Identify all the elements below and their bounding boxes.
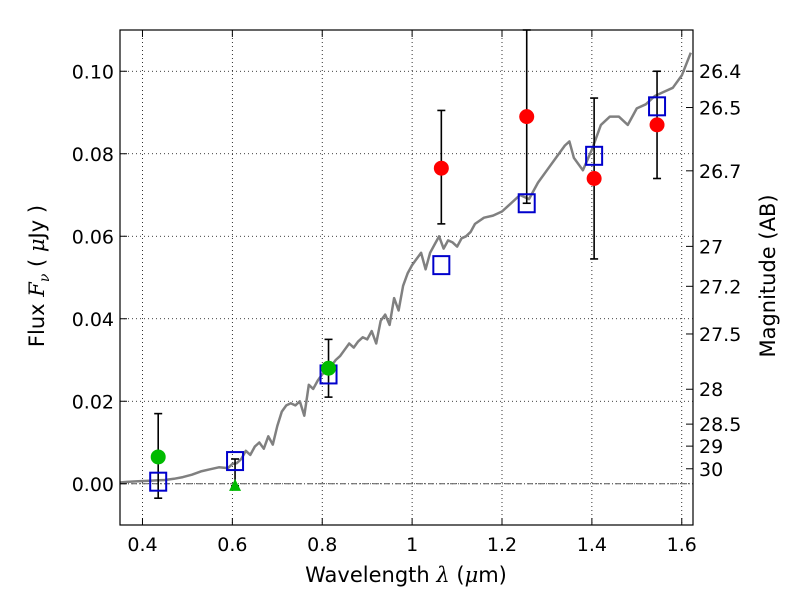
mag-tick-label: 29 — [699, 436, 723, 458]
y-tick-label: 0.08 — [72, 144, 114, 166]
model-spectrum-layer — [119, 52, 692, 484]
axes-frame-layer — [119, 29, 694, 526]
x-tick-label: 1.6 — [667, 534, 697, 556]
error-bar-layer — [154, 29, 662, 499]
observed-flux-point — [649, 117, 665, 133]
mag-tick-label: 26.4 — [699, 61, 741, 83]
model-photometry-point — [517, 193, 536, 214]
y-tick-label: 0.02 — [72, 391, 114, 413]
y-tick-label: 0.04 — [72, 309, 114, 331]
right-axis-label: Magnitude (AB) — [756, 194, 780, 357]
mag-tick-label: 26.7 — [699, 161, 741, 183]
x-tick-label: 1 — [406, 534, 418, 556]
x-tick-label: 0.8 — [307, 534, 337, 556]
y-tick-label: 0.06 — [72, 226, 114, 248]
mag-tick-label: 26.5 — [699, 98, 741, 120]
y-tick-label: 0.00 — [72, 474, 114, 496]
upper-limit-point — [229, 478, 242, 491]
marker-layer — [149, 96, 667, 492]
x-tick-label: 0.6 — [217, 534, 247, 556]
plot-frame — [119, 29, 694, 526]
y-tick-label: 0.10 — [72, 61, 114, 83]
x-tick-label: 1.2 — [487, 534, 517, 556]
mag-tick-label: 30 — [699, 459, 723, 481]
model-spectrum-line — [119, 52, 692, 484]
observed-flux-point — [321, 360, 337, 376]
mag-tick-label: 28.5 — [699, 414, 741, 436]
observed-flux-point — [519, 109, 535, 125]
y-axis-label: Flux Fν ( μJy ) — [25, 205, 53, 347]
observed-flux-point — [433, 160, 449, 176]
mag-tick-label: 27.2 — [699, 276, 741, 298]
tick-label-layer: 0.4 0.6 0.8 1 1.2 1.4 1.6 0.00 0.02 0.04 0.06 0.08 0… — [72, 61, 742, 556]
observed-flux-point — [150, 449, 166, 465]
x-tick-label: 1.4 — [577, 534, 607, 556]
model-photometry-point — [648, 96, 667, 117]
mag-tick-label: 28 — [699, 379, 723, 401]
mag-tick-label: 27.5 — [699, 324, 741, 346]
mag-tick-label: 27 — [699, 236, 723, 258]
grid-lines — [120, 30, 693, 525]
x-axis-label: Wavelength λ (μm) — [305, 563, 507, 587]
model-photometry-point — [149, 471, 168, 492]
model-photometry-point — [585, 145, 604, 166]
x-tick-label: 0.4 — [127, 534, 157, 556]
model-photometry-point — [432, 255, 451, 276]
model-photometry-point — [226, 451, 245, 472]
observed-flux-point — [586, 171, 602, 186]
